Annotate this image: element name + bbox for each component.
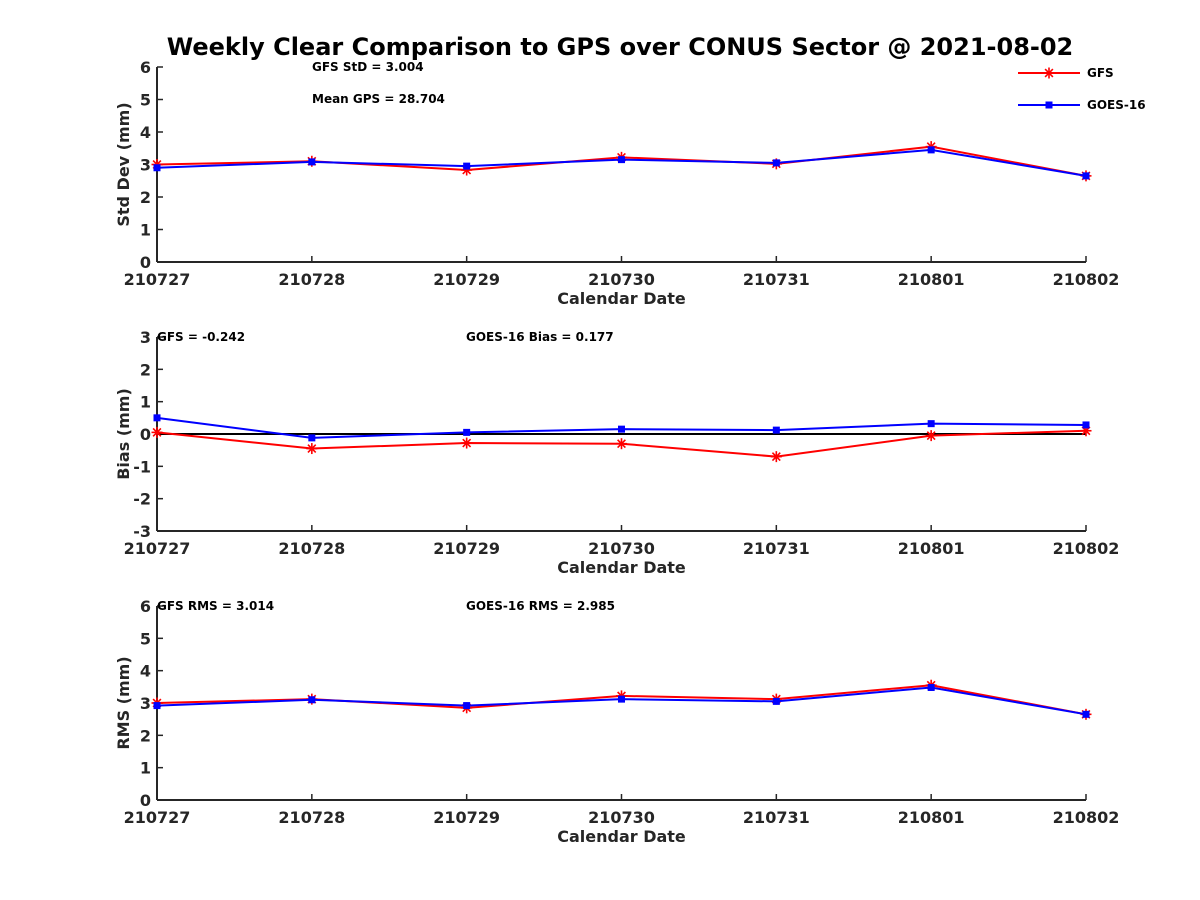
y-tick-label: 4 [140,662,151,681]
goes16-data-point [618,425,625,433]
gfs-data-point [616,438,627,450]
y-tick-label: 2 [140,360,151,379]
legend-square-marker [1045,101,1053,109]
y-tick-label: 2 [140,188,151,207]
y-tick-label: 5 [140,629,151,648]
goes16-data-point [1082,421,1090,429]
x-tick-label: 210730 [588,808,655,827]
goes16-data-point [463,702,471,710]
goes16-data-point [618,695,625,703]
y-tick-label: -1 [133,457,151,476]
stat-annotation: GFS = -0.242 [157,330,245,344]
y-tick-label: 1 [140,221,151,240]
y-tick-label: 6 [140,58,151,77]
goes16-data-point [772,426,780,434]
x-tick-label: 210728 [278,270,345,289]
legend-label: GFS [1087,66,1114,80]
y-tick-label: 2 [140,726,151,745]
x-axis-label: Calendar Date [557,289,686,308]
y-tick-label: 6 [140,597,151,616]
goes16-data-point [308,434,316,442]
x-tick-label: 210801 [898,270,965,289]
gfs-data-point [151,426,163,438]
y-tick-label: -3 [133,522,151,541]
y-tick-label: 0 [140,791,151,810]
panel-std: 0 1 2 3 4 5 6 210727 210728 210729 210730 210731 210… [114,58,1119,308]
stat-annotation: Mean GPS = 28.704 [312,92,445,106]
gfs-data-point [925,430,937,442]
stat-annotation: GOES-16 RMS = 2.985 [466,599,615,613]
stat-annotation: GFS RMS = 3.014 [157,599,274,613]
y-tick-label: 4 [140,123,151,142]
x-tick-label: 210802 [1053,270,1120,289]
goes16-data-point [927,146,935,154]
y-axis-label: RMS (mm) [114,656,133,749]
gfs-data-point [770,451,782,463]
x-tick-label: 210728 [278,808,345,827]
y-tick-label: 1 [140,393,151,412]
x-tick-label: 210731 [743,808,810,827]
y-tick-label: 3 [140,694,151,713]
goes16-data-point [153,702,161,710]
legend-entry-goes16: GOES-16 [1018,98,1146,112]
y-tick-label: 0 [140,253,151,272]
x-tick-label: 210802 [1053,808,1120,827]
stat-annotation: GOES-16 Bias = 0.177 [466,330,614,344]
x-tick-label: 210729 [433,808,500,827]
legend-star-marker [1043,67,1055,79]
panel-rms: 0 1 2 3 4 5 6 210727 210728 210729 210730 210731 210… [114,597,1119,846]
x-tick-label: 210802 [1053,539,1120,558]
x-tick-label: 210801 [898,808,965,827]
goes16-data-point [618,156,625,164]
y-tick-label: -2 [133,490,151,509]
x-tick-label: 210729 [433,539,500,558]
chart-title: Weekly Clear Comparison to GPS over CONU… [167,33,1074,61]
goes16-data-point [1082,710,1090,718]
goes16-data-point [772,159,780,167]
goes16-data-point [463,428,471,436]
goes16-data-point [308,696,316,704]
x-tick-label: 210731 [743,539,810,558]
x-axis-label: Calendar Date [557,558,686,577]
goes16-data-point [153,164,161,172]
goes16-data-point [308,158,316,166]
legend-label: GOES-16 [1087,98,1146,112]
x-tick-label: 210731 [743,270,810,289]
gfs-data-point [461,437,473,449]
panel-bias: -3 -2 -1 0 1 2 3 210727 210728 210729 210730 210731… [114,328,1119,577]
goes16-data-point [153,414,161,422]
x-tick-label: 210727 [124,270,191,289]
y-axis-label: Std Dev (mm) [114,102,133,226]
goes16-data-point [1082,172,1090,180]
y-tick-label: 0 [140,425,151,444]
y-tick-label: 3 [140,156,151,175]
x-tick-label: 210727 [124,539,191,558]
x-tick-label: 210730 [588,270,655,289]
x-tick-label: 210801 [898,539,965,558]
legend: GFS GOES-16 [1018,66,1146,112]
goes16-data-point [772,697,780,705]
goes16-data-point [927,683,935,691]
y-tick-label: 1 [140,759,151,778]
y-axis-label: Bias (mm) [114,388,133,480]
x-tick-label: 210727 [124,808,191,827]
x-tick-label: 210729 [433,270,500,289]
x-tick-label: 210728 [278,539,345,558]
goes16-data-point [927,420,935,428]
gfs-data-point [306,443,318,455]
goes16-data-point [463,162,471,170]
legend-entry-gfs: GFS [1018,66,1114,80]
stat-annotation: GFS StD = 3.004 [312,60,424,74]
y-tick-label: 3 [140,328,151,347]
y-tick-label: 5 [140,91,151,110]
x-axis-label: Calendar Date [557,827,686,846]
x-tick-label: 210730 [588,539,655,558]
